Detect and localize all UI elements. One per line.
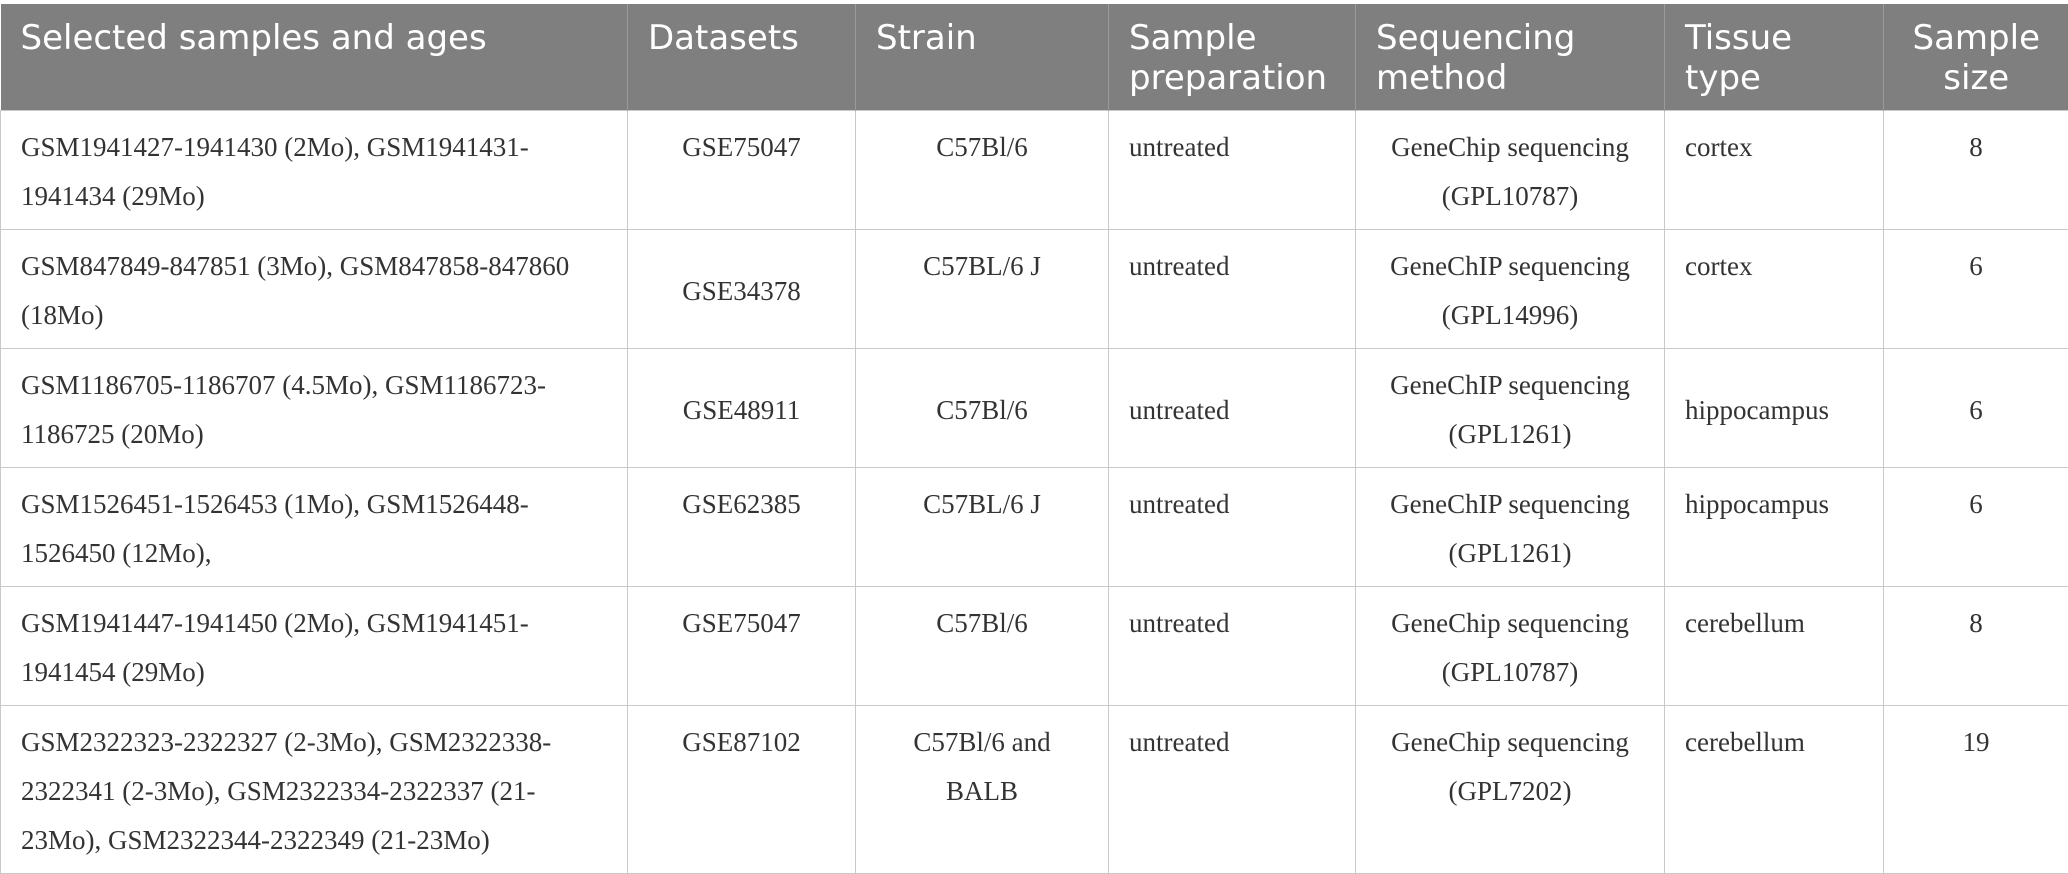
cell-size: 19 <box>1884 706 2068 874</box>
cell-tissue: cerebellum <box>1665 587 1884 706</box>
cell-preparation: untreated <box>1109 706 1356 874</box>
header-sequencing-method: Sequencing method <box>1356 4 1665 111</box>
cell-size: 8 <box>1884 587 2068 706</box>
cell-dataset: GSE87102 <box>628 706 856 874</box>
cell-strain: C57BL/6 J <box>856 468 1109 587</box>
cell-preparation: untreated <box>1109 111 1356 230</box>
cell-dataset: GSE62385 <box>628 468 856 587</box>
table-header: Selected samples and ages Datasets Strai… <box>1 4 2068 111</box>
cell-strain: C57Bl/6 <box>856 111 1109 230</box>
cell-preparation: untreated <box>1109 587 1356 706</box>
samples-table-container: Selected samples and ages Datasets Strai… <box>0 4 2068 874</box>
cell-method: GeneChIP sequencing (GPL14996) <box>1356 230 1665 349</box>
table-row: GSM1941427-1941430 (2Mo), GSM1941431-194… <box>1 111 2068 230</box>
cell-strain: C57Bl/6 and BALB <box>856 706 1109 874</box>
cell-preparation: untreated <box>1109 468 1356 587</box>
samples-table: Selected samples and ages Datasets Strai… <box>0 4 2068 874</box>
cell-strain: C57Bl/6 <box>856 349 1109 468</box>
cell-method: GeneChip sequencing (GPL10787) <box>1356 587 1665 706</box>
cell-strain: C57Bl/6 <box>856 587 1109 706</box>
header-datasets: Datasets <box>628 4 856 111</box>
table-row: GSM1186705-1186707 (4.5Mo), GSM1186723-1… <box>1 349 2068 468</box>
header-samples: Selected samples and ages <box>1 4 628 111</box>
cell-size: 6 <box>1884 468 2068 587</box>
cell-samples: GSM1941447-1941450 (2Mo), GSM1941451-194… <box>1 587 628 706</box>
cell-size: 8 <box>1884 111 2068 230</box>
cell-samples: GSM1186705-1186707 (4.5Mo), GSM1186723-1… <box>1 349 628 468</box>
cell-size: 6 <box>1884 349 2068 468</box>
cell-tissue: hippocampus <box>1665 468 1884 587</box>
cell-tissue: cerebellum <box>1665 706 1884 874</box>
cell-size: 6 <box>1884 230 2068 349</box>
header-sample-preparation: Sample preparation <box>1109 4 1356 111</box>
header-row: Selected samples and ages Datasets Strai… <box>1 4 2068 111</box>
cell-samples: GSM1941427-1941430 (2Mo), GSM1941431-194… <box>1 111 628 230</box>
cell-strain: C57BL/6 J <box>856 230 1109 349</box>
header-strain: Strain <box>856 4 1109 111</box>
table-row: GSM847849-847851 (3Mo), GSM847858-847860… <box>1 230 2068 349</box>
cell-tissue: hippocampus <box>1665 349 1884 468</box>
header-sample-size: Sample size <box>1884 4 2068 111</box>
cell-method: GeneChIP sequencing (GPL1261) <box>1356 468 1665 587</box>
cell-tissue: cortex <box>1665 111 1884 230</box>
cell-dataset: GSE75047 <box>628 587 856 706</box>
cell-tissue: cortex <box>1665 230 1884 349</box>
table-row: GSM1526451-1526453 (1Mo), GSM1526448-152… <box>1 468 2068 587</box>
cell-dataset: GSE75047 <box>628 111 856 230</box>
cell-samples: GSM847849-847851 (3Mo), GSM847858-847860… <box>1 230 628 349</box>
header-tissue-type: Tissue type <box>1665 4 1884 111</box>
cell-samples: GSM2322323-2322327 (2-3Mo), GSM2322338-2… <box>1 706 628 874</box>
table-row: GSM2322323-2322327 (2-3Mo), GSM2322338-2… <box>1 706 2068 874</box>
table-body: GSM1941427-1941430 (2Mo), GSM1941431-194… <box>1 111 2068 874</box>
cell-preparation: untreated <box>1109 230 1356 349</box>
cell-samples: GSM1526451-1526453 (1Mo), GSM1526448-152… <box>1 468 628 587</box>
cell-dataset: GSE34378 <box>628 230 856 349</box>
table-row: GSM1941447-1941450 (2Mo), GSM1941451-194… <box>1 587 2068 706</box>
cell-method: GeneChip sequencing (GPL10787) <box>1356 111 1665 230</box>
cell-preparation: untreated <box>1109 349 1356 468</box>
cell-method: GeneChip sequencing (GPL7202) <box>1356 706 1665 874</box>
cell-dataset: GSE48911 <box>628 349 856 468</box>
cell-method: GeneChIP sequencing (GPL1261) <box>1356 349 1665 468</box>
